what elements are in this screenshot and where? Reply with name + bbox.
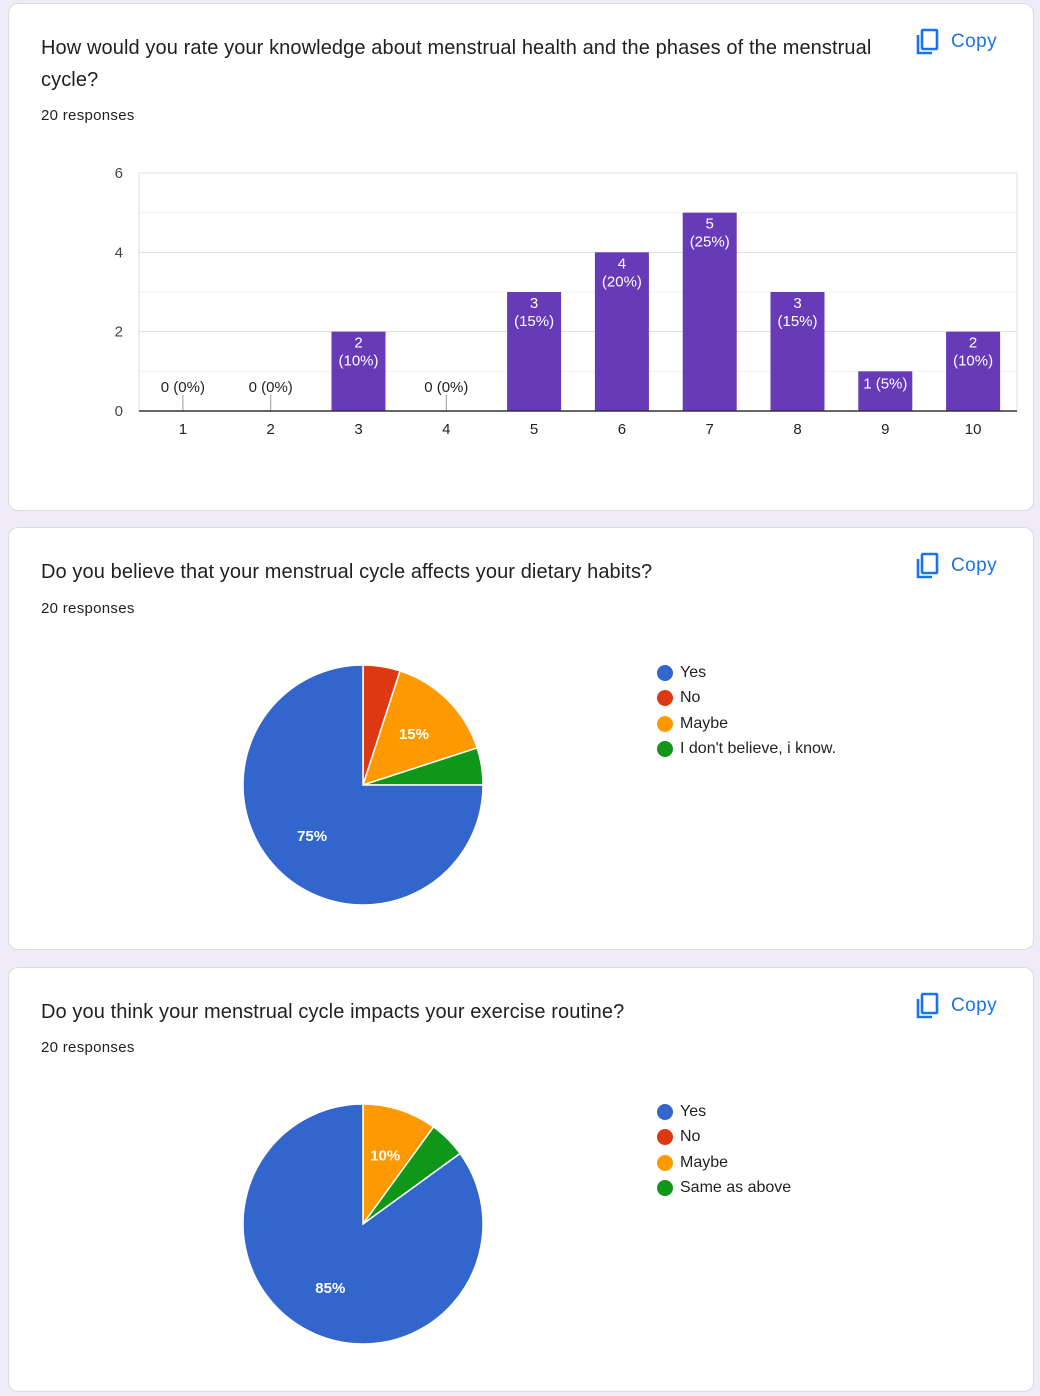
legend-item: I don't believe, i know. <box>657 737 836 763</box>
legend-dot <box>657 715 673 732</box>
response-count: 20 responses <box>41 1039 135 1056</box>
bar-data-label: (25%) <box>690 234 730 251</box>
response-count: 20 responses <box>41 600 135 617</box>
bar-data-label: 4 <box>618 255 626 272</box>
pie-slice <box>242 664 484 906</box>
legend-label: Yes <box>680 1102 707 1120</box>
question-card-exercise: Do you think your menstrual cycle impact… <box>8 967 1034 1392</box>
bar-data-label: 5 <box>706 216 714 233</box>
legend-dot <box>657 1180 673 1197</box>
response-count: 20 responses <box>41 107 135 124</box>
bar-data-label: 2 <box>354 335 362 352</box>
pie-legend: Yes No Maybe I don't believe, i know. <box>657 660 836 762</box>
copy-button[interactable]: Copy <box>915 992 997 1020</box>
x-tick-label: 5 <box>530 421 538 438</box>
bar-data-label: 1 (5%) <box>863 375 907 392</box>
bar-data-label: (10%) <box>338 353 378 370</box>
legend-label: Maybe <box>680 1153 729 1171</box>
x-tick-label: 4 <box>442 421 450 438</box>
copy-icon <box>916 992 939 1019</box>
x-tick-label: 9 <box>881 421 889 438</box>
x-tick-label: 1 <box>179 421 187 438</box>
legend-item: No <box>657 1125 791 1151</box>
x-tick-label: 3 <box>354 421 362 438</box>
x-tick-label: 7 <box>706 421 714 438</box>
legend-item: Maybe <box>657 1150 791 1176</box>
copy-label: Copy <box>951 995 997 1016</box>
bar <box>770 292 825 411</box>
copy-button[interactable]: Copy <box>915 28 997 56</box>
copy-label: Copy <box>951 555 997 576</box>
question-card-dietary: Do you believe that your menstrual cycle… <box>8 527 1034 950</box>
question-title: How would you rate your knowledge about … <box>41 37 872 91</box>
legend-item: Same as above <box>657 1176 791 1202</box>
bar-data-label: 3 <box>793 295 801 312</box>
legend-label: Yes <box>680 663 707 681</box>
x-tick-label: 10 <box>965 421 982 438</box>
legend-dot <box>657 741 673 758</box>
pie-chart: 15% 75% <box>242 664 484 906</box>
x-tick-label: 6 <box>618 421 626 438</box>
legend-dot <box>657 1103 673 1120</box>
legend-item: No <box>657 686 836 712</box>
pie-slice-label: 10% <box>370 1148 400 1165</box>
pie-legend: Yes No Maybe Same as above <box>657 1099 791 1201</box>
legend-label: Same as above <box>680 1179 792 1197</box>
copy-icon <box>916 28 939 55</box>
bar-data-label: (10%) <box>953 353 993 370</box>
pie-slice-label: 75% <box>297 828 327 845</box>
legend-label: No <box>680 1128 701 1146</box>
pie-slice-label: 15% <box>399 726 429 743</box>
bar-data-label: 0 (0%) <box>424 379 468 396</box>
bar <box>858 371 913 411</box>
question-title: Do you believe that your menstrual cycle… <box>41 561 653 583</box>
y-tick-label: 6 <box>115 165 123 182</box>
x-tick-label: 8 <box>793 421 801 438</box>
bar-data-label: (15%) <box>514 313 554 330</box>
y-tick-label: 2 <box>115 324 123 341</box>
legend-item: Yes <box>657 660 836 686</box>
y-tick-label: 4 <box>115 244 123 261</box>
pie-slice <box>242 1103 484 1345</box>
pie-slice <box>362 1103 435 1227</box>
y-tick-label: 0 <box>115 403 123 420</box>
bar-data-label: (20%) <box>602 273 642 290</box>
bar-data-label: 3 <box>530 295 538 312</box>
bar <box>682 212 737 411</box>
question-card-knowledge: How would you rate your knowledge about … <box>8 3 1034 511</box>
bar-data-label: 0 (0%) <box>249 379 293 396</box>
bar <box>507 292 562 411</box>
bar-data-label: (15%) <box>777 313 817 330</box>
legend-label: I don't believe, i know. <box>680 740 837 758</box>
copy-button[interactable]: Copy <box>915 552 997 580</box>
legend-label: Maybe <box>680 714 729 732</box>
legend-item: Maybe <box>657 711 836 737</box>
bar <box>946 331 1001 411</box>
x-tick-label: 2 <box>267 421 275 438</box>
bar <box>594 252 649 411</box>
legend-dot <box>657 690 673 707</box>
bar <box>331 331 386 411</box>
question-title: Do you think your menstrual cycle impact… <box>41 1001 625 1023</box>
pie-chart: 10% 85% <box>242 1103 484 1345</box>
legend-label: No <box>680 689 701 707</box>
copy-label: Copy <box>951 31 997 52</box>
bar-data-label: 2 <box>969 335 977 352</box>
pie-slice-label: 85% <box>315 1280 345 1297</box>
legend-dot <box>657 1129 673 1146</box>
legend-dot <box>657 664 673 681</box>
copy-icon <box>916 552 939 579</box>
legend-item: Yes <box>657 1099 791 1125</box>
bar-data-label: 0 (0%) <box>161 379 205 396</box>
legend-dot <box>657 1154 673 1171</box>
